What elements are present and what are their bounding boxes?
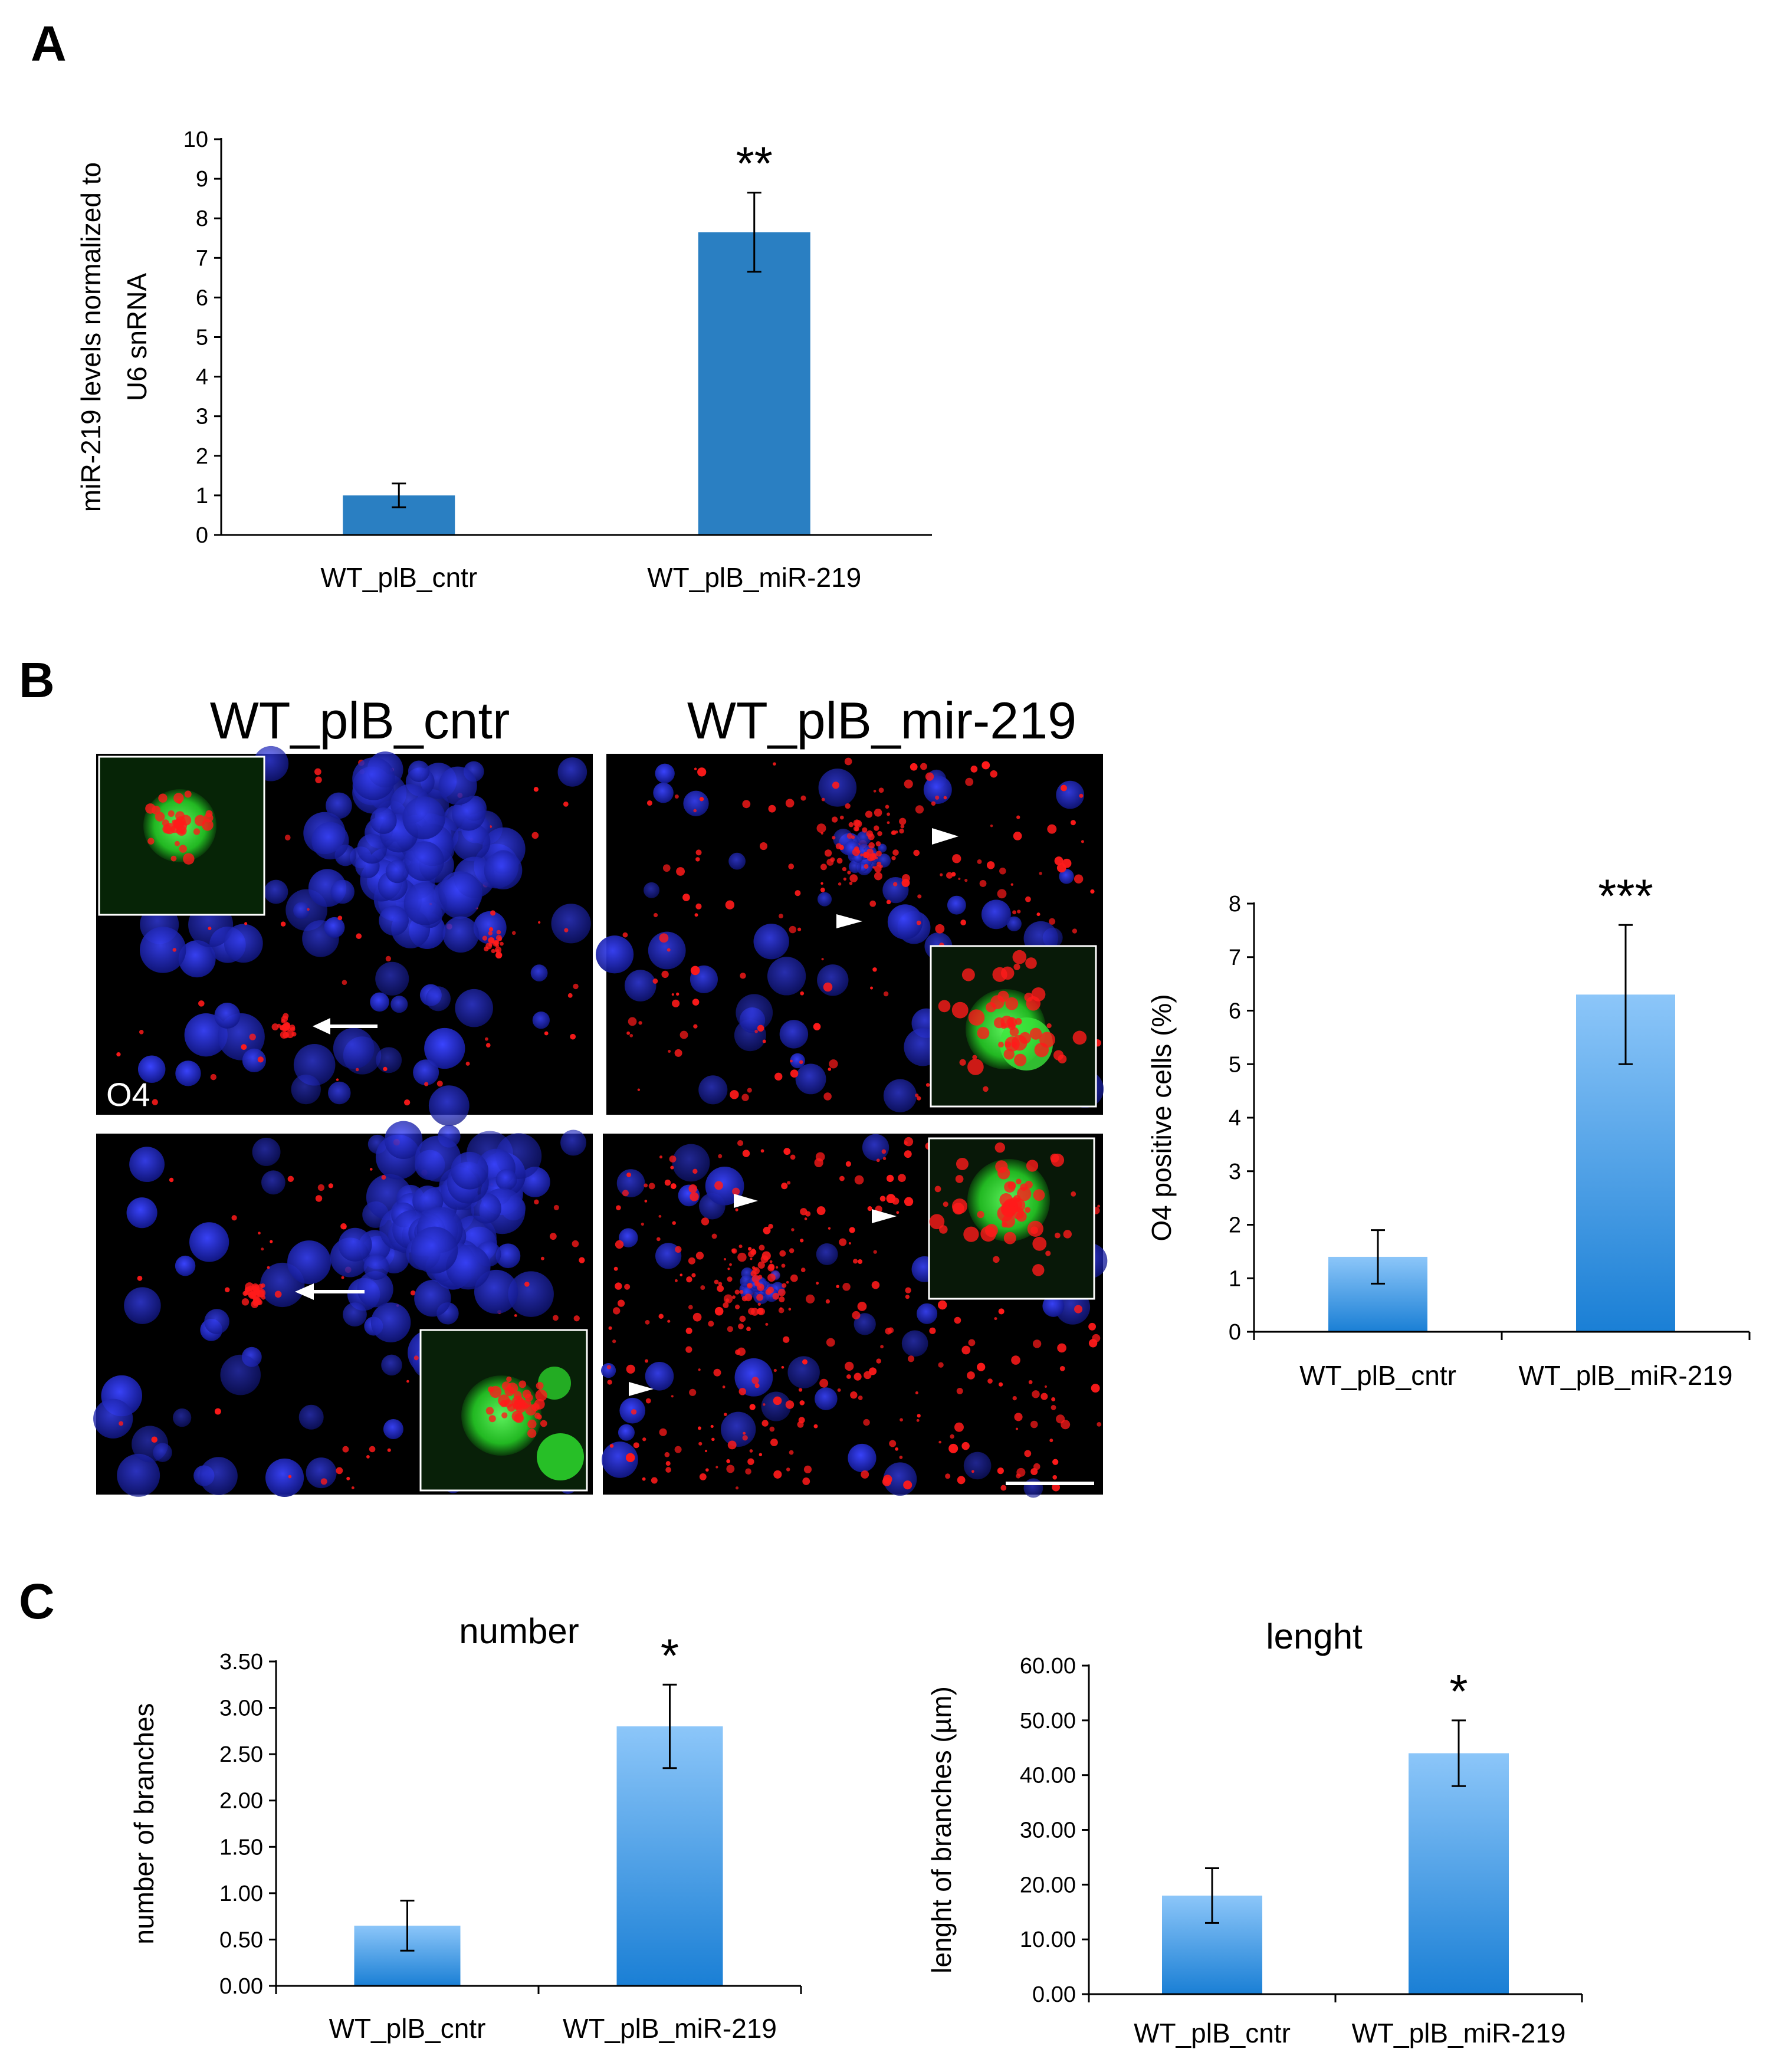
- chart-a-mirna-levels: WT_plB_cntr ** WT_plB_miR-219 0 1 2 3 4 5 6 7 8 9 10 m…: [76, 127, 932, 593]
- y-tick-label: 1: [1229, 1266, 1241, 1291]
- y-tick-label: 8: [1229, 892, 1241, 917]
- y-tick-label: 5: [1229, 1052, 1241, 1077]
- chart-title: number: [459, 1611, 579, 1651]
- y-tick-label: 0.00: [219, 1974, 263, 1999]
- chart-b-o4-positive-cells: WT_plB_cntr *** WT_plB_miR-219 0 1 2 3 4 5 6 7 8 O4 …: [1146, 869, 1751, 1391]
- category-label: WT_plB_cntr: [320, 562, 477, 593]
- y-tick-label: 40.00: [1020, 1764, 1076, 1788]
- y-tick-label: 9: [196, 167, 208, 192]
- significance-label: *: [1449, 1665, 1468, 1718]
- micrograph-title-cntr: WT_plB_cntr: [210, 691, 510, 750]
- y-tick-label: 0.00: [1032, 1982, 1076, 2007]
- y-tick-label: 7: [1229, 945, 1241, 970]
- error-bar-cntr: [1205, 1867, 1219, 1924]
- y-tick-label: 50.00: [1020, 1709, 1076, 1733]
- y-tick-label: 3.50: [219, 1650, 263, 1674]
- micrograph-bottom-left: [93, 1121, 593, 1497]
- y-tick-label: 6: [1229, 999, 1241, 1024]
- y-axis-title: U6 snRNA: [122, 273, 152, 402]
- category-label: WT_plB_cntr: [1299, 1360, 1456, 1391]
- y-tick-label: 5: [196, 326, 208, 350]
- y-tick-label: 30.00: [1020, 1818, 1076, 1843]
- category-label: WT_plB_cntr: [329, 2013, 486, 2044]
- micrograph-top-left: O4: [96, 746, 593, 1127]
- y-tick-label: 1.50: [219, 1835, 263, 1860]
- y-axis-title: O4 positive cells (%): [1146, 994, 1177, 1241]
- panel-label-a: A: [31, 16, 67, 71]
- y-axis-title: lenght of branches (µm): [926, 1686, 957, 1974]
- y-tick-label: 0: [1229, 1320, 1241, 1345]
- chart-title: lenght: [1266, 1617, 1363, 1656]
- y-axis-title: miR-219 levels normalized to: [76, 162, 106, 512]
- error-bar-mir219: [662, 1683, 677, 1769]
- y-tick-label: 4: [196, 365, 208, 390]
- error-bar-mir219: [747, 192, 761, 273]
- panel-label-c: C: [19, 1574, 55, 1629]
- bar-mir219: [1409, 1753, 1509, 1994]
- y-tick-label: 8: [196, 206, 208, 231]
- y-tick-label: 3: [1229, 1160, 1241, 1184]
- error-bar-cntr: [400, 1899, 415, 1952]
- y-axis-title: number of branches: [129, 1703, 159, 1944]
- error-bar-mir219: [1619, 924, 1633, 1065]
- y-tick-label: 1.00: [219, 1881, 263, 1906]
- significance-label: *: [661, 1629, 679, 1682]
- error-bar-mir219: [1452, 1719, 1466, 1787]
- error-bar-cntr: [392, 482, 406, 508]
- bar-mir219: [616, 1726, 723, 1986]
- error-bar-cntr: [1371, 1229, 1385, 1285]
- y-tick-label: 20.00: [1020, 1873, 1076, 1897]
- y-tick-label: 7: [196, 246, 208, 271]
- y-tick-label: 6: [196, 285, 208, 310]
- category-label: WT_plB_miR-219: [1352, 2018, 1566, 2048]
- y-tick-label: 2.50: [219, 1742, 263, 1767]
- category-label: WT_plB_cntr: [1134, 2018, 1291, 2048]
- y-tick-label: 60.00: [1020, 1654, 1076, 1679]
- y-tick-label: 1: [196, 484, 208, 508]
- y-tick-label: 0.50: [219, 1927, 263, 1952]
- bar-mir219: [698, 232, 810, 535]
- y-tick-label: 2: [1229, 1213, 1241, 1238]
- category-label: WT_plB_miR-219: [563, 2013, 777, 2044]
- y-tick-label: 10.00: [1020, 1927, 1076, 1952]
- y-tick-label: 2.00: [219, 1789, 263, 1814]
- y-tick-label: 3.00: [219, 1696, 263, 1721]
- micrograph-bottom-right: [601, 1134, 1108, 1498]
- panel-label-b: B: [19, 652, 55, 708]
- significance-label: **: [736, 137, 773, 190]
- y-tick-label: 3: [196, 405, 208, 429]
- category-label: WT_plB_miR-219: [1519, 1360, 1733, 1391]
- chart-c-branch-length: WT_plB_cntr * WT_plB_miR-219 0.00 10.00 20.00…: [926, 1617, 1583, 2048]
- stain-label-o4: O4: [106, 1076, 150, 1113]
- micrograph-top-right: [595, 754, 1104, 1115]
- micrograph-title-mir219: WT_plB_mir-219: [687, 691, 1076, 750]
- y-tick-label: 10: [183, 127, 208, 152]
- category-label: WT_plB_miR-219: [647, 562, 861, 593]
- chart-c-branch-number: WT_plB_cntr * WT_plB_miR-219 0.00 0.50 1.00 1.…: [129, 1611, 802, 2044]
- y-tick-label: 4: [1229, 1106, 1241, 1131]
- y-tick-label: 0: [196, 523, 208, 548]
- significance-label: ***: [1598, 869, 1653, 922]
- y-tick-label: 2: [196, 444, 208, 469]
